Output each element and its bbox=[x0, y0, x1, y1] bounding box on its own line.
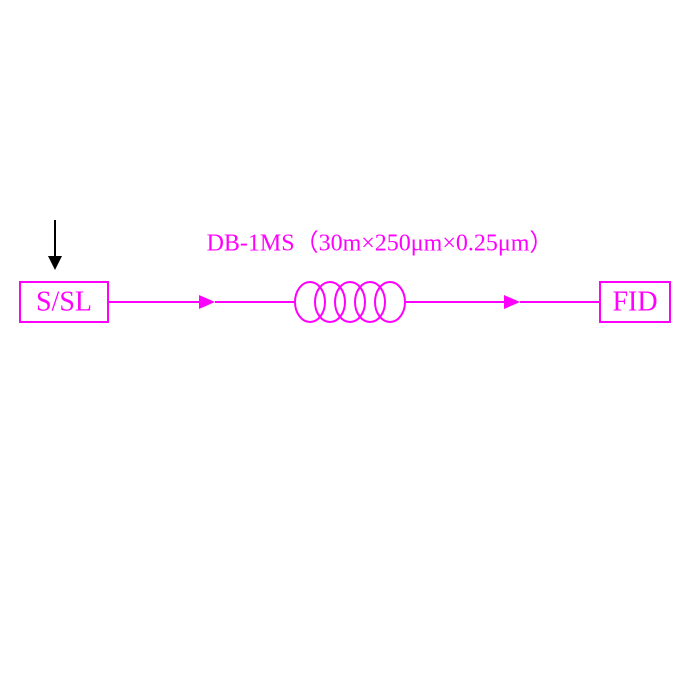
detector-label: FID bbox=[612, 286, 657, 317]
column-coil bbox=[295, 282, 405, 322]
injector-label: S/SL bbox=[36, 286, 92, 317]
column-label: DB-1MS（30m×250μm×0.25μm） bbox=[207, 231, 554, 257]
gc-flow-diagram: S/SL FID DB-1MS（30m×250μm×0.25μm） bbox=[0, 0, 700, 700]
detector-box: FID bbox=[600, 282, 670, 322]
injector-box: S/SL bbox=[20, 282, 108, 322]
injection-arrow bbox=[48, 220, 62, 270]
